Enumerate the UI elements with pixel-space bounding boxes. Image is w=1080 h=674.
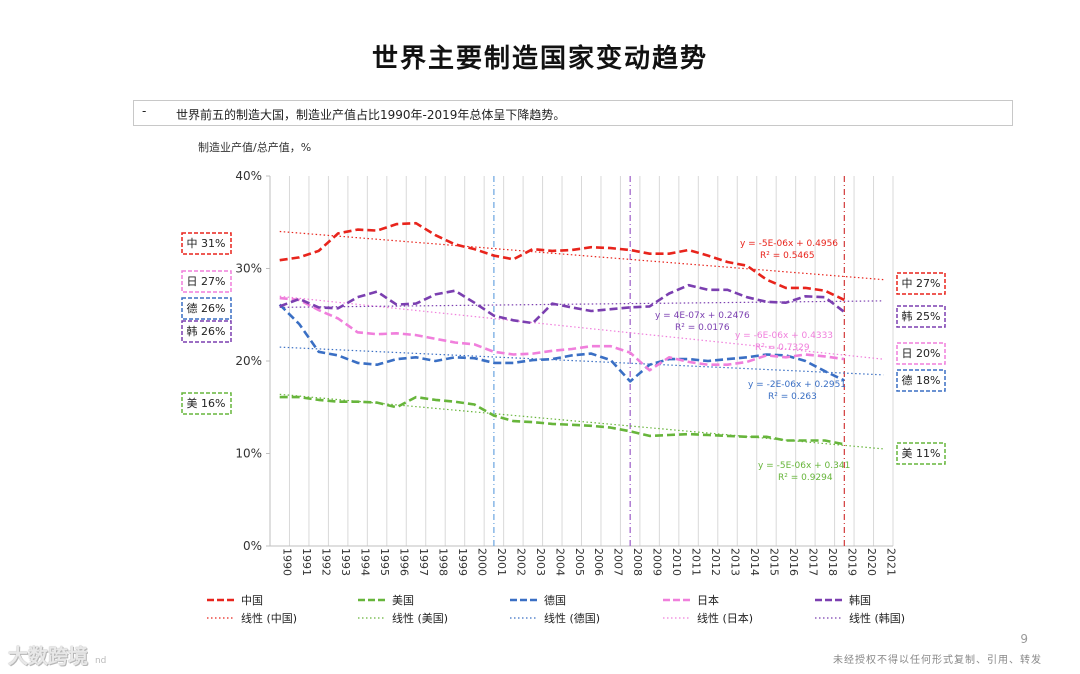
end-label: 韩 25%: [902, 309, 941, 323]
x-tick-label: 2012: [709, 548, 722, 576]
x-tick-label: 2003: [534, 548, 547, 576]
trend-r-squared: R² = 0.9294: [778, 473, 833, 483]
x-tick-label: 2021: [884, 548, 897, 576]
y-tick-label: 20%: [235, 354, 262, 368]
x-tick-label: 2013: [729, 548, 742, 576]
x-tick-label: 2018: [826, 548, 839, 576]
page-number: 9: [1020, 632, 1028, 646]
x-tick-label: 2008: [631, 548, 644, 576]
x-tick-label: 2002: [514, 548, 527, 576]
x-tick-label: 2015: [767, 548, 780, 576]
end-label: 美 11%: [902, 447, 941, 460]
brand-sub-text: nd: [94, 656, 107, 666]
trend-r-squared: R² = 0.5465: [760, 251, 815, 261]
start-label: 韩 26%: [187, 324, 226, 338]
trend-r-squared: R² = 0.0176: [675, 323, 730, 333]
brand-watermark: 大数跨境 nd: [8, 640, 106, 669]
trendline: [279, 230, 884, 281]
legend-trend-label: 线性 (日本): [697, 611, 753, 625]
start-label-box: [181, 297, 232, 320]
x-tick-label: 2014: [748, 548, 761, 576]
x-tick-label: 1996: [398, 548, 411, 576]
trend-r-squared: R² = 0.7329: [755, 343, 810, 353]
legend-trend-label: 线性 (韩国): [849, 611, 905, 625]
page-title: 世界主要制造国家变动趋势: [371, 44, 708, 74]
start-label-box: [181, 232, 232, 255]
start-label-box: [181, 392, 232, 415]
x-tick-label: 1999: [456, 548, 469, 576]
end-label-box: [896, 342, 946, 365]
start-label: 德 26%: [187, 301, 226, 315]
x-tick-label: 1995: [378, 548, 391, 576]
x-tick-label: 2007: [612, 548, 625, 576]
series-line: [279, 221, 845, 302]
end-label-box: [896, 369, 946, 392]
series-line: [279, 296, 845, 372]
trend-equation: y = -6E-06x + 0.4333: [735, 331, 833, 341]
legend-label: 美国: [392, 594, 414, 607]
x-tick-label: 2009: [651, 548, 664, 576]
y-tick-label: 40%: [235, 169, 262, 183]
trend-r-squared: R² = 0.263: [768, 392, 817, 402]
start-label-box: [181, 320, 232, 343]
legend-label: 日本: [697, 593, 719, 607]
x-tick-label: 1998: [436, 548, 449, 576]
legend-trend-label: 线性 (中国): [241, 611, 297, 625]
legend-label: 韩国: [849, 593, 871, 607]
note-box: - 世界前五的制造大国，制造业产值占比1990年-2019年总体呈下降趋势。: [133, 100, 1013, 126]
end-label: 中 27%: [902, 277, 941, 290]
x-tick-label: 2006: [592, 548, 605, 576]
end-label-box: [896, 442, 946, 465]
trend-equation: y = 4E-07x + 0.2476: [655, 311, 750, 321]
legend-trend-label: 线性 (德国): [544, 611, 600, 625]
y-tick-label: 10%: [235, 447, 262, 461]
start-label: 美 16%: [187, 397, 226, 410]
trend-equation: y = -5E-06x + 0.341: [758, 461, 850, 471]
x-tick-label: 2019: [845, 548, 858, 576]
series-line: [279, 283, 846, 325]
trendline: [279, 346, 884, 376]
start-label-box: [181, 270, 232, 293]
legend-label: 中国: [241, 594, 263, 607]
x-tick-label: 2005: [573, 548, 586, 576]
end-label: 德 18%: [902, 373, 941, 387]
end-label-box: [896, 272, 946, 295]
trend-equation: y = -2E-06x + 0.2951: [748, 380, 846, 390]
y-axis-unit-label: 制造业产值/总产值，%: [198, 141, 312, 154]
x-tick-label: 2020: [865, 548, 878, 576]
legend-trend-label: 线性 (美国): [392, 611, 448, 625]
brand-logo-text: 大数跨境: [8, 644, 88, 668]
end-label: 日 20%: [902, 347, 941, 360]
trendline: [279, 300, 884, 308]
x-tick-label: 1994: [359, 548, 372, 576]
note-bullet: -: [142, 104, 147, 118]
x-tick-label: 1997: [417, 548, 430, 576]
end-label-box: [896, 305, 946, 328]
x-tick-label: 1993: [339, 548, 352, 576]
start-label: 中 31%: [187, 237, 226, 250]
x-tick-label: 2004: [553, 548, 566, 576]
copyright-footer: 未经授权不得以任何形式复制、引用、转发: [833, 655, 1042, 666]
start-label: 日 27%: [187, 275, 226, 288]
x-tick-label: 2000: [475, 548, 488, 576]
y-tick-label: 30%: [235, 262, 262, 276]
x-tick-label: 1991: [300, 548, 313, 576]
x-tick-label: 1992: [320, 548, 333, 576]
x-tick-label: 2001: [495, 548, 508, 576]
series-line: [279, 395, 845, 446]
legend-label: 德国: [544, 593, 566, 607]
x-tick-label: 2010: [670, 548, 683, 576]
note-text: 世界前五的制造大国，制造业产值占比1990年-2019年总体呈下降趋势。: [176, 108, 566, 122]
x-tick-label: 2016: [787, 548, 800, 576]
x-tick-label: 2017: [806, 548, 819, 576]
trend-equation: y = -5E-06x + 0.4956: [740, 239, 838, 249]
y-tick-label: 0%: [243, 539, 262, 553]
x-tick-label: 1990: [281, 548, 294, 576]
x-tick-label: 2011: [690, 548, 703, 576]
